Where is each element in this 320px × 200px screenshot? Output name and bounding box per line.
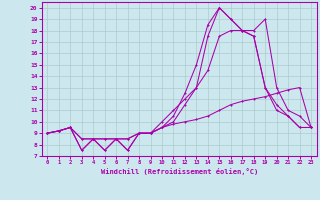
X-axis label: Windchill (Refroidissement éolien,°C): Windchill (Refroidissement éolien,°C) (100, 168, 258, 175)
